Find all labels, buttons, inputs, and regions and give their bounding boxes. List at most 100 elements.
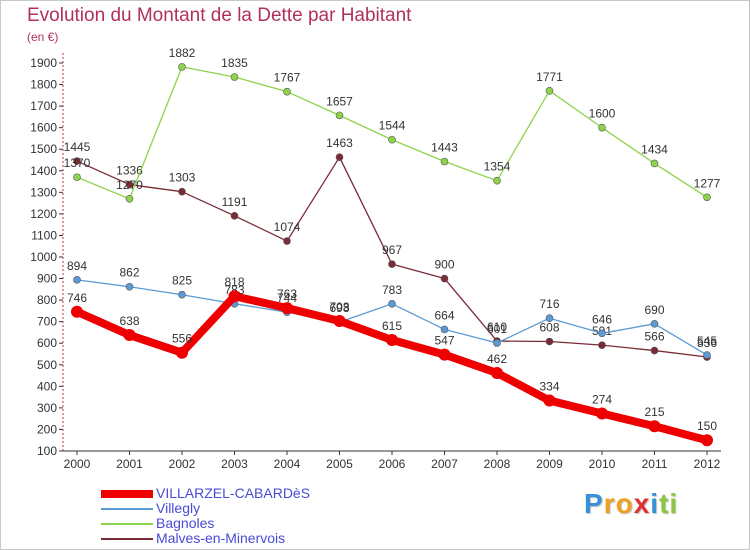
x-tick-label: 2005 (326, 457, 353, 471)
data-point (440, 157, 449, 166)
data-label: 1657 (326, 94, 353, 108)
data-point (596, 407, 608, 420)
data-label: 1434 (641, 142, 668, 156)
data-label: 825 (172, 274, 192, 288)
data-label: 1370 (64, 156, 91, 170)
data-point (438, 348, 451, 361)
logo-letter: r (603, 488, 616, 519)
data-point (281, 302, 293, 315)
data-label: 1354 (484, 160, 511, 174)
data-point (335, 111, 344, 120)
x-tick-label: 2000 (64, 457, 91, 471)
data-label: 608 (539, 320, 559, 334)
legend-label: VILLARZEL-CABARDèS (156, 485, 311, 501)
y-tick-label: 1300 (30, 185, 57, 199)
data-label: 664 (434, 308, 454, 322)
data-point (333, 315, 346, 328)
data-point (386, 333, 398, 346)
logo-letter: i (650, 488, 660, 519)
x-tick-label: 2003 (221, 457, 248, 471)
x-tick-label: 2007 (431, 457, 458, 471)
y-tick-label: 500 (37, 358, 57, 372)
data-point (545, 314, 554, 323)
data-label: 1600 (589, 107, 616, 121)
data-label: 462 (487, 352, 507, 366)
data-point (598, 329, 606, 338)
logo-letter: o (615, 488, 634, 519)
data-label: 547 (434, 334, 454, 348)
data-label: 615 (382, 319, 402, 333)
data-point (125, 195, 134, 203)
proxiti-logo: Proxiti (584, 488, 678, 520)
data-label: 610 (487, 320, 507, 334)
data-label: 1771 (536, 70, 563, 84)
x-tick-label: 2002 (169, 457, 196, 471)
legend-swatch (101, 523, 153, 525)
data-point (335, 153, 344, 161)
x-tick-label: 2006 (379, 457, 406, 471)
data-label: 1270 (116, 178, 143, 192)
data-label: 698 (329, 301, 349, 315)
y-tick-label: 300 (37, 401, 57, 415)
data-point (228, 290, 241, 303)
data-label: 900 (434, 258, 454, 272)
data-point (73, 173, 81, 182)
data-point (598, 123, 606, 132)
y-tick-label: 1900 (30, 56, 57, 70)
data-point (71, 305, 83, 318)
data-point (493, 339, 501, 347)
x-tick-label: 2011 (642, 457, 668, 471)
y-tick-label: 900 (37, 272, 57, 286)
data-point (230, 212, 239, 220)
legend-label: Malves-en-Minervois (156, 530, 286, 546)
chart-unit-label: (en €) (27, 30, 59, 44)
y-tick-label: 1400 (30, 164, 57, 178)
data-label: 783 (382, 283, 402, 297)
data-point (703, 351, 711, 359)
data-label: 1835 (221, 56, 248, 70)
y-tick-label: 1800 (30, 78, 57, 92)
data-label: 1303 (169, 171, 196, 185)
data-point (73, 276, 81, 284)
data-point (440, 325, 449, 334)
data-label: 334 (539, 380, 559, 394)
data-label: 716 (539, 297, 559, 311)
y-tick-label: 100 (37, 444, 57, 458)
data-point (125, 282, 134, 291)
data-label: 536 (697, 336, 717, 350)
legend-label: Villegly (156, 500, 201, 516)
y-tick-label: 1000 (30, 250, 57, 264)
data-point (440, 274, 449, 283)
logo-letter: x (633, 488, 651, 519)
data-point (650, 346, 659, 355)
logo-letter: P (584, 488, 604, 519)
y-tick-label: 800 (37, 293, 57, 307)
data-label: 556 (172, 332, 192, 346)
data-point (650, 159, 659, 168)
y-tick-label: 1100 (31, 228, 57, 242)
x-tick-label: 2012 (694, 457, 721, 471)
y-tick-label: 200 (37, 422, 57, 436)
chart-title: Evolution du Montant de la Dette par Hab… (27, 5, 412, 26)
data-label: 274 (592, 392, 612, 406)
data-point (178, 290, 186, 299)
data-label: 1277 (694, 176, 721, 190)
data-point (543, 394, 556, 407)
x-tick-label: 2001 (116, 457, 143, 471)
legend-swatch (101, 508, 153, 510)
data-label: 150 (697, 419, 717, 433)
data-label: 601 (487, 322, 507, 336)
data-label: 1544 (379, 119, 406, 133)
data-point (283, 237, 291, 245)
legend-swatch (101, 490, 153, 498)
legend-label: Bagnoles (156, 515, 215, 531)
data-label: 818 (224, 275, 244, 289)
data-point (388, 135, 396, 144)
data-label: 763 (277, 287, 297, 301)
data-label: 690 (644, 303, 664, 317)
logo-letter: t (659, 488, 670, 519)
data-point (388, 299, 396, 308)
data-label: 1074 (274, 220, 301, 234)
data-point (125, 180, 134, 189)
